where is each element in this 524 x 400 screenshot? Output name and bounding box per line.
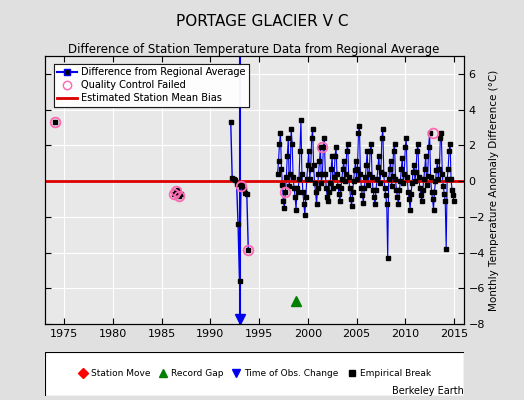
Legend: Station Move, Record Gap, Time of Obs. Change, Empirical Break: Station Move, Record Gap, Time of Obs. C… — [75, 367, 433, 381]
Text: PORTAGE GLACIER V C: PORTAGE GLACIER V C — [176, 14, 348, 29]
Title: Difference of Station Temperature Data from Regional Average: Difference of Station Temperature Data f… — [69, 43, 440, 56]
FancyBboxPatch shape — [45, 352, 464, 396]
Y-axis label: Monthly Temperature Anomaly Difference (°C): Monthly Temperature Anomaly Difference (… — [489, 69, 499, 311]
Text: Berkeley Earth: Berkeley Earth — [392, 386, 464, 396]
Legend: Difference from Regional Average, Quality Control Failed, Estimated Station Mean: Difference from Regional Average, Qualit… — [53, 64, 249, 107]
